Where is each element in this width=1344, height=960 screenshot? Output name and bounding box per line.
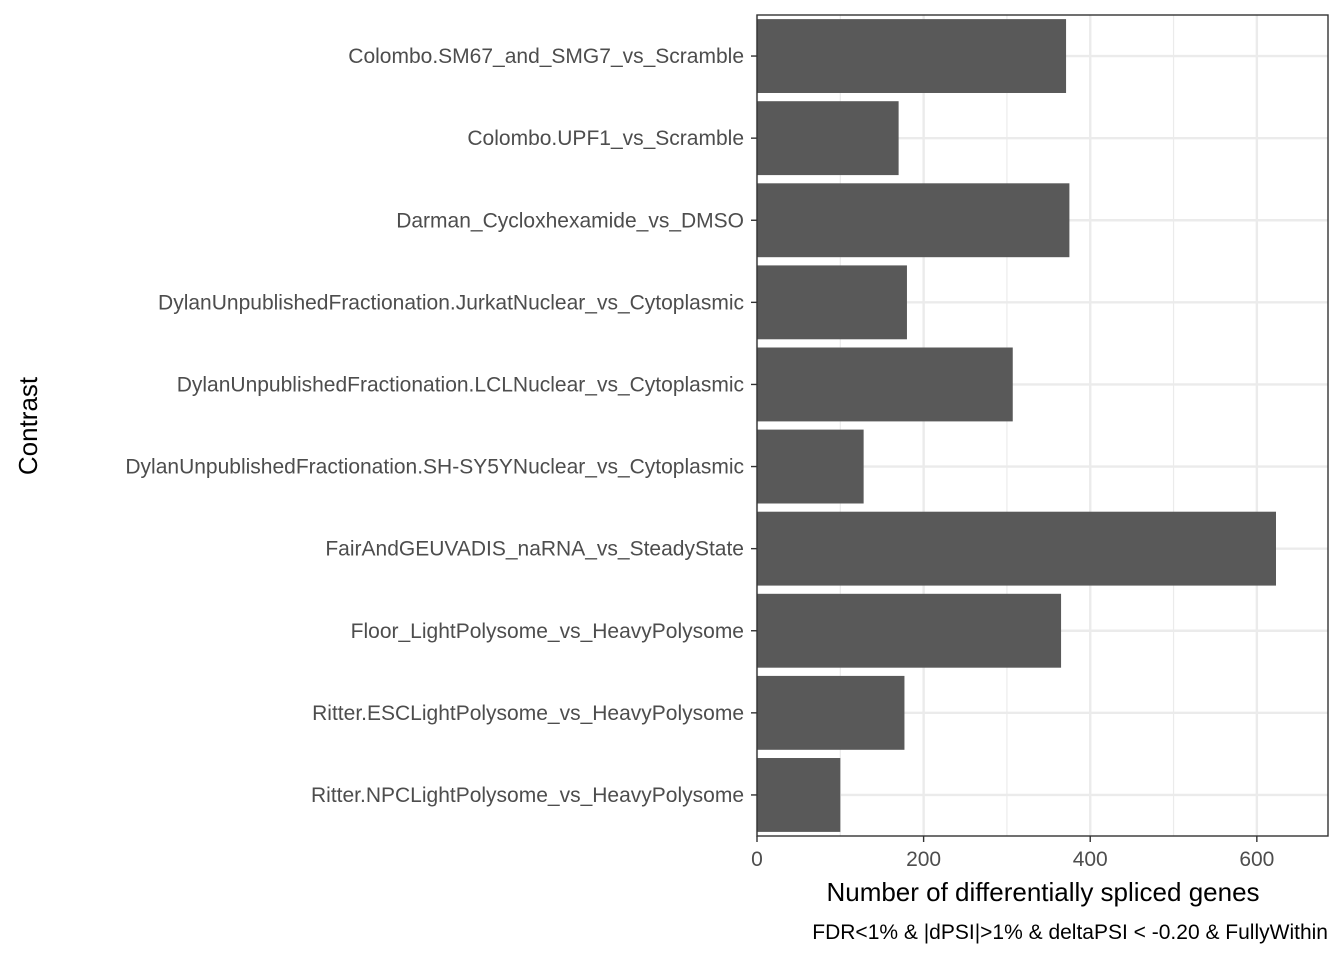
- bar: [757, 758, 841, 832]
- chart-caption: FDR<1% & |dPSI|>1% & deltaPSI < -0.20 & …: [812, 921, 1328, 944]
- bar: [757, 347, 1013, 422]
- bar: [757, 19, 1067, 93]
- x-tick-label: 200: [906, 848, 941, 871]
- y-tick-label: Floor_LightPolysome_vs_HeavyPolysome: [351, 620, 744, 643]
- bars: [757, 19, 1276, 832]
- y-tick-label: DylanUnpublishedFractionation.JurkatNucl…: [158, 291, 744, 314]
- y-tick-label: DylanUnpublishedFractionation.SH-SY5YNuc…: [125, 456, 744, 479]
- y-tick-label: Colombo.SM67_and_SMG7_vs_Scramble: [348, 45, 744, 68]
- y-tick-label: Darman_Cycloxhexamide_vs_DMSO: [396, 209, 744, 232]
- bar: [757, 429, 864, 504]
- x-tick-label: 600: [1239, 848, 1274, 871]
- bar: [757, 675, 905, 750]
- y-axis-tick-labels: Colombo.SM67_and_SMG7_vs_Scramble Colombo…: [125, 45, 744, 807]
- y-tick-label: DylanUnpublishedFractionation.LCLNuclear…: [177, 373, 744, 396]
- y-tick-label: Ritter.ESCLightPolysome_vs_HeavyPolysome: [312, 702, 744, 725]
- x-tick-label: 400: [1073, 848, 1108, 871]
- axis-ticks: [751, 55, 1258, 842]
- x-axis-title: Number of differentially spliced genes: [826, 877, 1259, 907]
- bar: [757, 183, 1070, 258]
- y-tick-label: Colombo.UPF1_vs_Scramble: [467, 127, 744, 150]
- bar: [757, 593, 1062, 668]
- bar: [757, 511, 1276, 586]
- y-tick-label: Ritter.NPCLightPolysome_vs_HeavyPolysome: [311, 784, 744, 807]
- x-axis-tick-labels: 0 200 400 600: [751, 848, 1274, 871]
- bar: [757, 101, 899, 176]
- y-axis-title: Contrast: [13, 376, 43, 475]
- bar: [757, 265, 907, 340]
- x-tick-label: 0: [751, 848, 763, 871]
- panel-border: [756, 14, 1329, 837]
- y-tick-label: FairAndGEUVADIS_naRNA_vs_SteadyState: [325, 538, 744, 561]
